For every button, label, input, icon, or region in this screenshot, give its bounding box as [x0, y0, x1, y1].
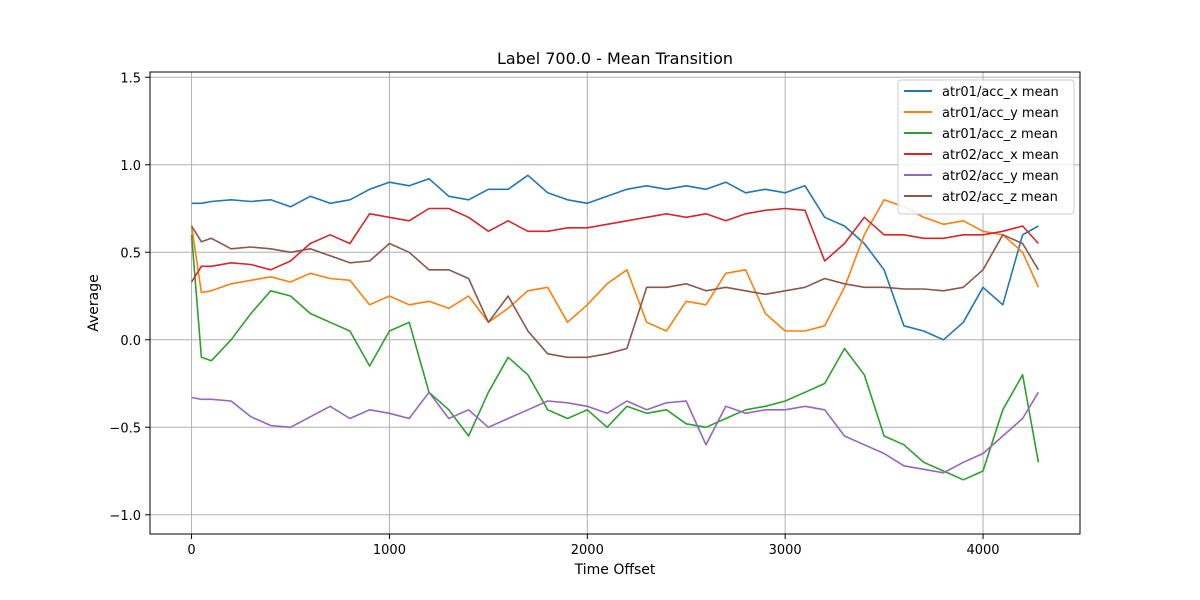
y-tick-label: 1.5	[120, 71, 141, 86]
legend-label: atr02/acc_y mean	[942, 169, 1059, 184]
x-tick-label: 1000	[373, 543, 406, 558]
plot-area	[190, 174, 1040, 481]
x-axis-label: Time Offset	[574, 562, 656, 578]
legend-label: atr02/acc_x mean	[942, 148, 1059, 163]
series-line-6	[190, 225, 1040, 359]
x-tick-label: 3000	[769, 543, 802, 558]
x-tick-label: 2000	[571, 543, 604, 558]
series-line-2	[190, 199, 1040, 332]
legend: atr01/acc_x mean atr01/acc_y mean atr01/ac…	[897, 79, 1075, 215]
legend-box	[897, 79, 1075, 215]
legend-label: atr01/acc_y mean	[942, 106, 1059, 121]
series-lines	[190, 174, 1040, 481]
x-tick-label: 4000	[966, 543, 999, 558]
y-tick-label: 1.0	[120, 159, 141, 174]
chart-title: Label 700.0 - Mean Transition	[497, 49, 733, 68]
legend-label: atr02/acc_z mean	[942, 190, 1058, 205]
y-axis-label: Average	[86, 274, 102, 332]
y-tick-label: −1.0	[109, 509, 141, 524]
x-tick-label: 0	[187, 543, 195, 558]
legend-label: atr01/acc_x mean	[942, 85, 1059, 100]
legend-label: atr01/acc_z mean	[942, 127, 1058, 142]
y-tick-label: −0.5	[109, 421, 141, 436]
series-line-5	[191, 391, 1040, 474]
plot-frame	[149, 71, 1081, 535]
axis-ticks: 0 1000 2000 3000 4000 −1.0 −0.5 0.0 0.5 1.0 1.5	[109, 71, 999, 558]
series-line-3	[190, 234, 1040, 481]
series-line-1	[191, 174, 1039, 341]
series-line-4	[190, 207, 1039, 283]
y-tick-label: 0.0	[120, 334, 141, 349]
y-tick-label: 0.5	[120, 246, 141, 261]
